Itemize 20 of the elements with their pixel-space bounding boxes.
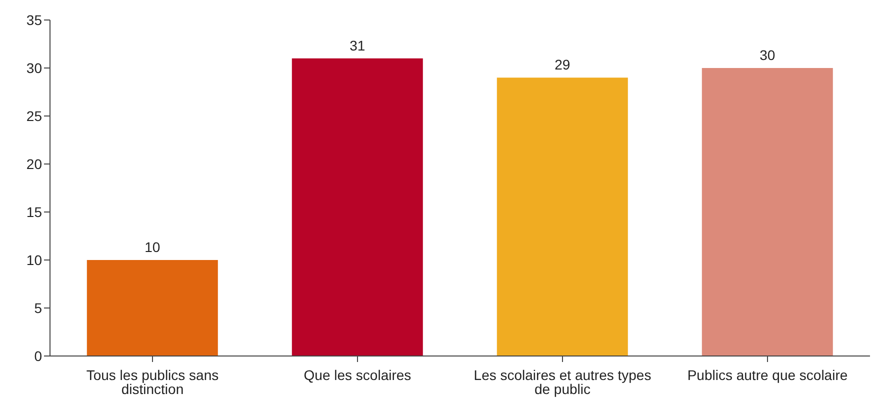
y-tick-label: 35	[26, 12, 42, 28]
x-tick-label: Les scolaires et autres types de public	[474, 366, 652, 397]
y-tick-label: 10	[26, 252, 42, 268]
data-label: 31	[350, 37, 366, 54]
y-tick-label: 0	[34, 348, 42, 364]
bar	[496, 78, 628, 356]
data-label: 30	[760, 47, 776, 63]
x-tick-label: Que les scolaires	[304, 366, 412, 383]
bar	[86, 260, 218, 356]
data-label: 29	[554, 56, 570, 73]
bar	[702, 68, 833, 356]
data-label: 10	[144, 239, 160, 255]
y-tick-label: 25	[26, 108, 42, 124]
y-tick-label: 15	[26, 204, 42, 220]
y-tick-label: 30	[26, 60, 42, 76]
x-tick-label: Tous les publics sans distinction	[86, 366, 219, 397]
y-tick-label: 5	[34, 300, 42, 316]
y-tick-label: 20	[26, 156, 42, 172]
bar	[292, 58, 423, 356]
x-tick-label: Publics autre que scolaire	[687, 366, 848, 383]
